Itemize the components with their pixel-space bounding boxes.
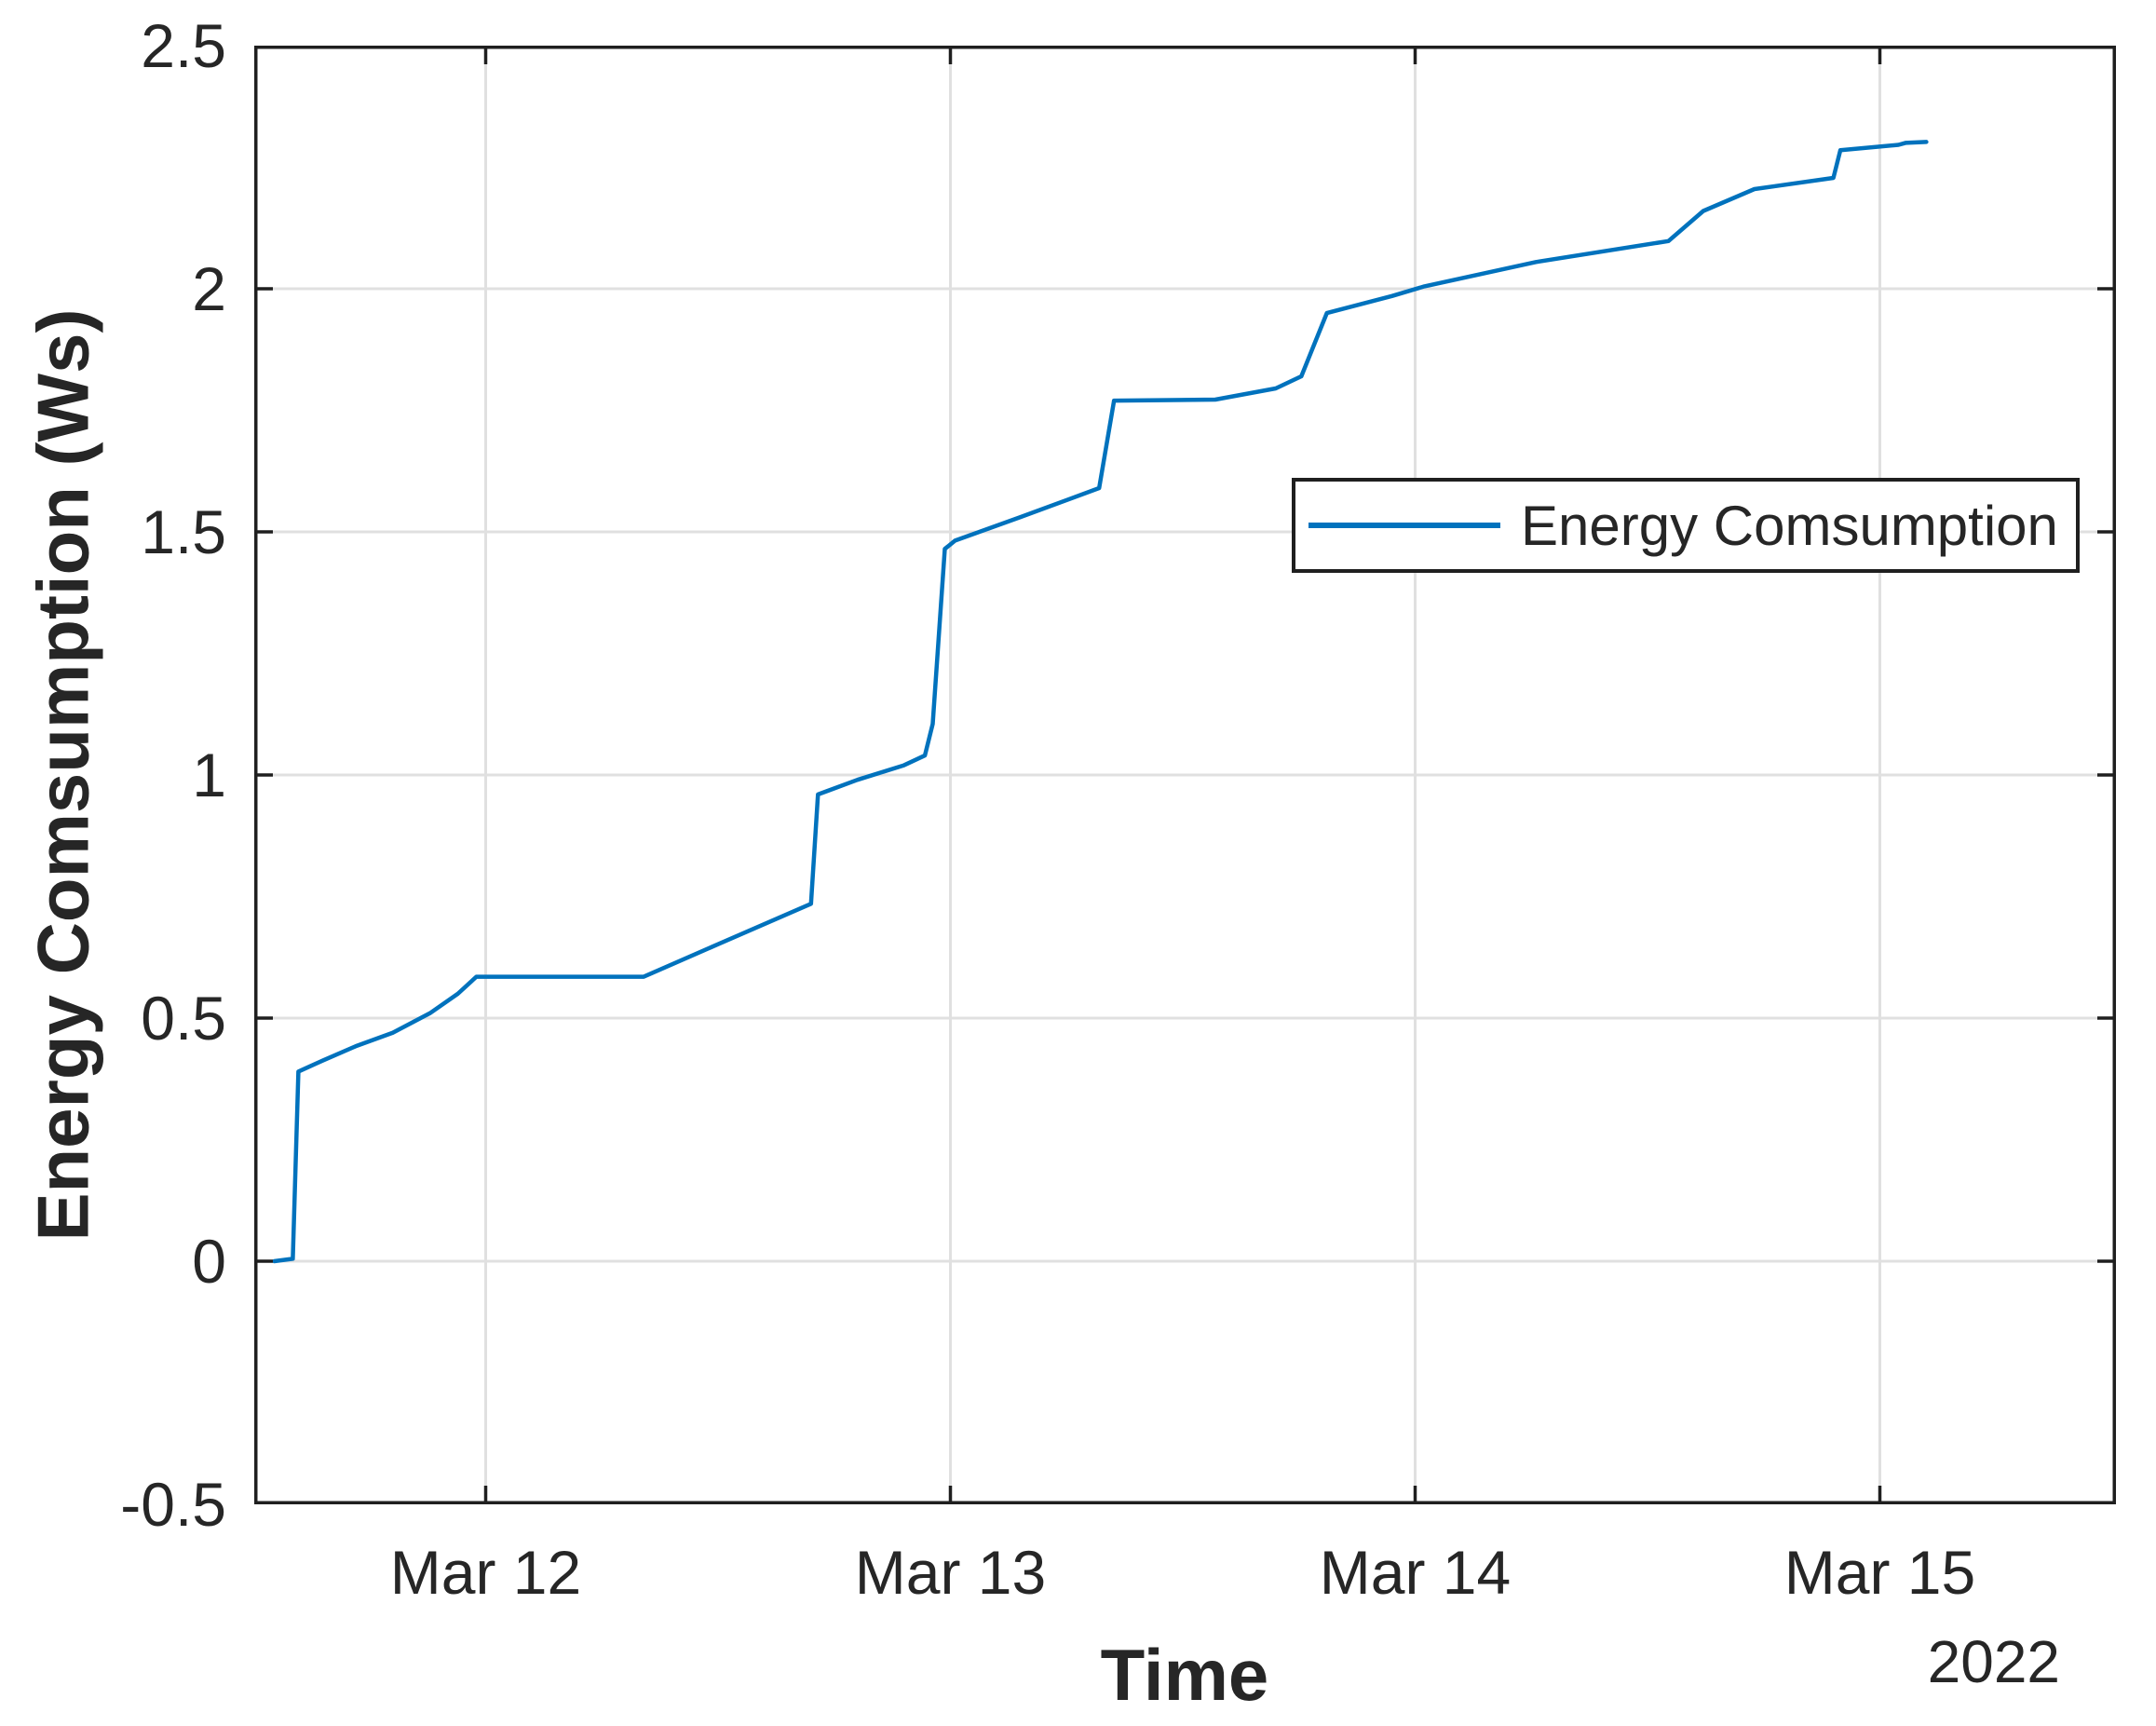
y-tick-label: 0.5 (141, 984, 226, 1053)
y-tick-label: -0.5 (120, 1470, 226, 1539)
legend: Energy Comsumption (1292, 478, 2080, 573)
legend-entry-label: Energy Comsumption (1521, 494, 2058, 557)
x-tick-label: Mar 13 (854, 1538, 1047, 1607)
y-tick-label: 0 (192, 1227, 226, 1296)
y-tick-label: 2.5 (141, 11, 226, 80)
plot-canvas (254, 46, 2116, 1504)
plot-area (254, 46, 2116, 1504)
x-axis-label: Time (1100, 1634, 1269, 1716)
y-tick-label: 1.5 (141, 497, 226, 566)
axes-box (254, 46, 2116, 1504)
x-tick-label: Mar 12 (389, 1538, 582, 1607)
x-tick-label: Mar 15 (1783, 1538, 1976, 1607)
y-tick-label: 2 (192, 254, 226, 323)
legend-line-sample (1309, 523, 1500, 528)
energy-consumption-line (272, 140, 1929, 1264)
gridlines (254, 46, 2116, 1504)
x-tick-label: Mar 14 (1319, 1538, 1512, 1607)
y-tick-label: 1 (192, 741, 226, 809)
x-axis-year-label: 2022 (1927, 1628, 2060, 1695)
